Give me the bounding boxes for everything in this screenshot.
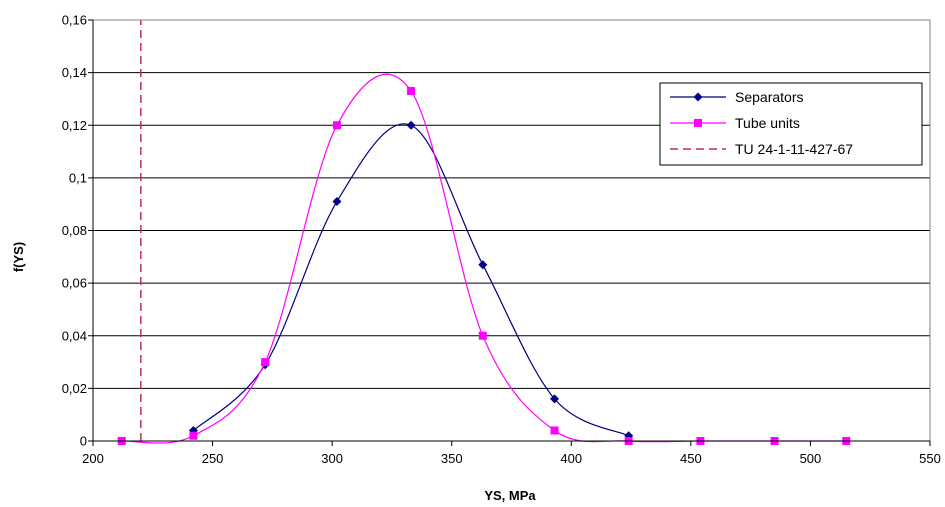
data-point — [550, 394, 560, 404]
x-tick-label: 250 — [202, 451, 224, 466]
gridlines — [93, 19, 930, 389]
data-point — [261, 358, 270, 367]
legend-entry: Tube units — [670, 115, 800, 131]
y-tick-label: 0,06 — [62, 276, 87, 291]
legend-label: Tube units — [735, 115, 800, 131]
x-tick-label: 350 — [441, 451, 463, 466]
x-tick-label: 450 — [680, 451, 702, 466]
y-tick-label: 0,12 — [62, 118, 87, 133]
data-point — [189, 431, 198, 440]
y-tick-labels: 0 0,02 0,04 0,06 0,08 0,1 0,12 0,14 0,16 — [62, 13, 93, 449]
y-tick-label: 0,14 — [62, 65, 87, 80]
legend-entry: Separators — [670, 89, 803, 105]
y-axis-title: f(YS) — [11, 242, 26, 272]
data-point — [478, 260, 488, 270]
x-tick-labels: 200 250 300 350 400 450 500 550 — [82, 441, 941, 466]
x-axis-title: YS, MPa — [484, 488, 536, 503]
legend: Separators Tube units TU 24-1-11-427-67 — [659, 82, 923, 166]
data-point — [407, 87, 416, 96]
x-tick-label: 550 — [919, 451, 941, 466]
legend-entry: TU 24-1-11-427-67 — [670, 141, 853, 157]
legend-label: TU 24-1-11-427-67 — [735, 141, 853, 157]
y-tick-label: 0,08 — [62, 223, 87, 238]
data-point — [406, 120, 416, 130]
legend-label: Separators — [735, 89, 803, 105]
data-point — [550, 426, 559, 435]
x-tick-label: 400 — [560, 451, 582, 466]
y-tick-label: 0,04 — [62, 328, 87, 343]
y-tick-label: 0 — [80, 434, 87, 449]
data-point — [332, 121, 341, 130]
x-tick-label: 300 — [321, 451, 343, 466]
legend-items: Separators Tube units TU 24-1-11-427-67 — [670, 89, 853, 157]
y-tick-label: 0,16 — [62, 13, 87, 28]
y-tick-label: 0,1 — [69, 170, 87, 185]
data-point — [478, 331, 487, 340]
data-point — [332, 197, 342, 207]
legend-marker — [694, 119, 702, 127]
x-tick-label: 500 — [800, 451, 822, 466]
legend-marker — [693, 92, 703, 102]
y-tick-label: 0,02 — [62, 381, 87, 396]
x-tick-label: 200 — [82, 451, 104, 466]
